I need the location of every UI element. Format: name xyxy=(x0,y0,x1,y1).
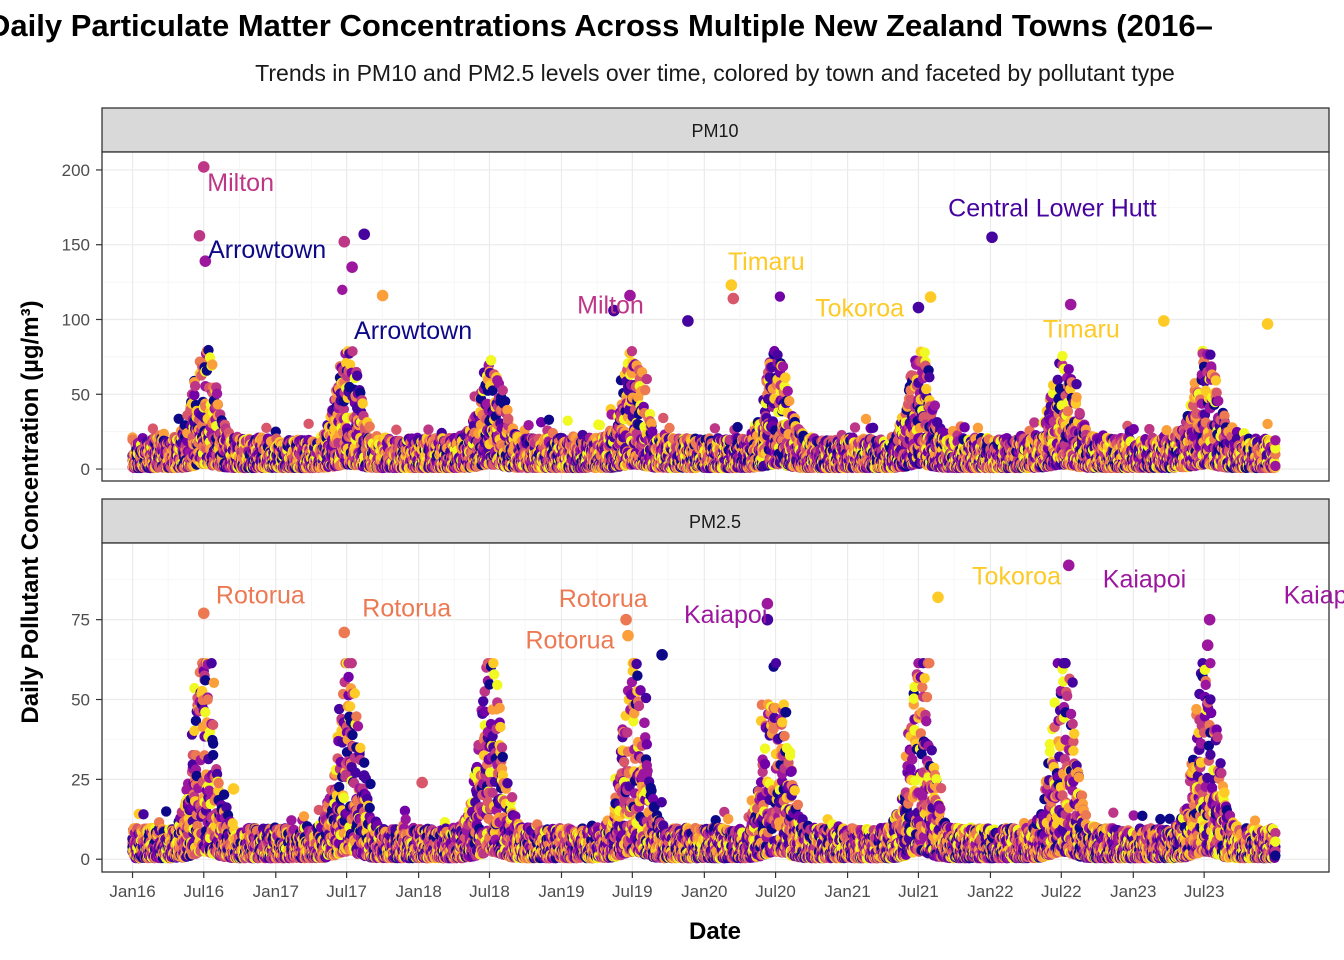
data-point xyxy=(664,422,675,434)
data-point xyxy=(189,389,200,401)
data-point xyxy=(641,373,653,385)
data-point xyxy=(594,419,606,431)
data-point xyxy=(347,346,358,357)
data-point xyxy=(782,385,793,397)
data-point xyxy=(303,418,314,430)
data-point xyxy=(211,388,223,399)
points-pm10 xyxy=(127,161,1281,474)
data-point xyxy=(658,412,669,424)
data-point xyxy=(777,361,789,372)
data-point xyxy=(784,395,795,407)
data-point xyxy=(849,422,861,433)
data-point xyxy=(485,355,497,366)
chart-subtitle: Trends in PM10 and PM2.5 levels over tim… xyxy=(255,60,1175,86)
data-point xyxy=(774,291,786,302)
data-point xyxy=(503,413,514,424)
data-point xyxy=(523,419,534,431)
data-point xyxy=(147,423,159,434)
data-point xyxy=(337,284,348,296)
data-point xyxy=(189,380,201,392)
data-point xyxy=(497,385,508,396)
chart-title: Daily Particulate Matter Concentrations … xyxy=(0,8,1213,43)
facet-label-pm10: PM10 xyxy=(691,121,738,141)
data-point xyxy=(543,414,555,425)
data-point xyxy=(867,422,879,434)
data-point xyxy=(626,345,638,357)
data-point xyxy=(860,413,872,425)
facet-pm10: PM10 MiltonArrowtownArrowtownMiltonTimar… xyxy=(62,107,1330,482)
data-point xyxy=(499,396,511,407)
data-point xyxy=(562,415,573,426)
data-point xyxy=(640,384,651,396)
data-point xyxy=(391,424,402,435)
data-point xyxy=(207,359,218,370)
data-point xyxy=(357,398,368,409)
data-point xyxy=(780,372,791,383)
data-point xyxy=(351,370,363,381)
data-point xyxy=(732,421,743,433)
data-point xyxy=(261,422,272,434)
data-point xyxy=(173,413,184,424)
data-point xyxy=(364,421,375,432)
data-point xyxy=(423,424,434,435)
data-point xyxy=(212,399,224,410)
data-point xyxy=(709,423,721,434)
